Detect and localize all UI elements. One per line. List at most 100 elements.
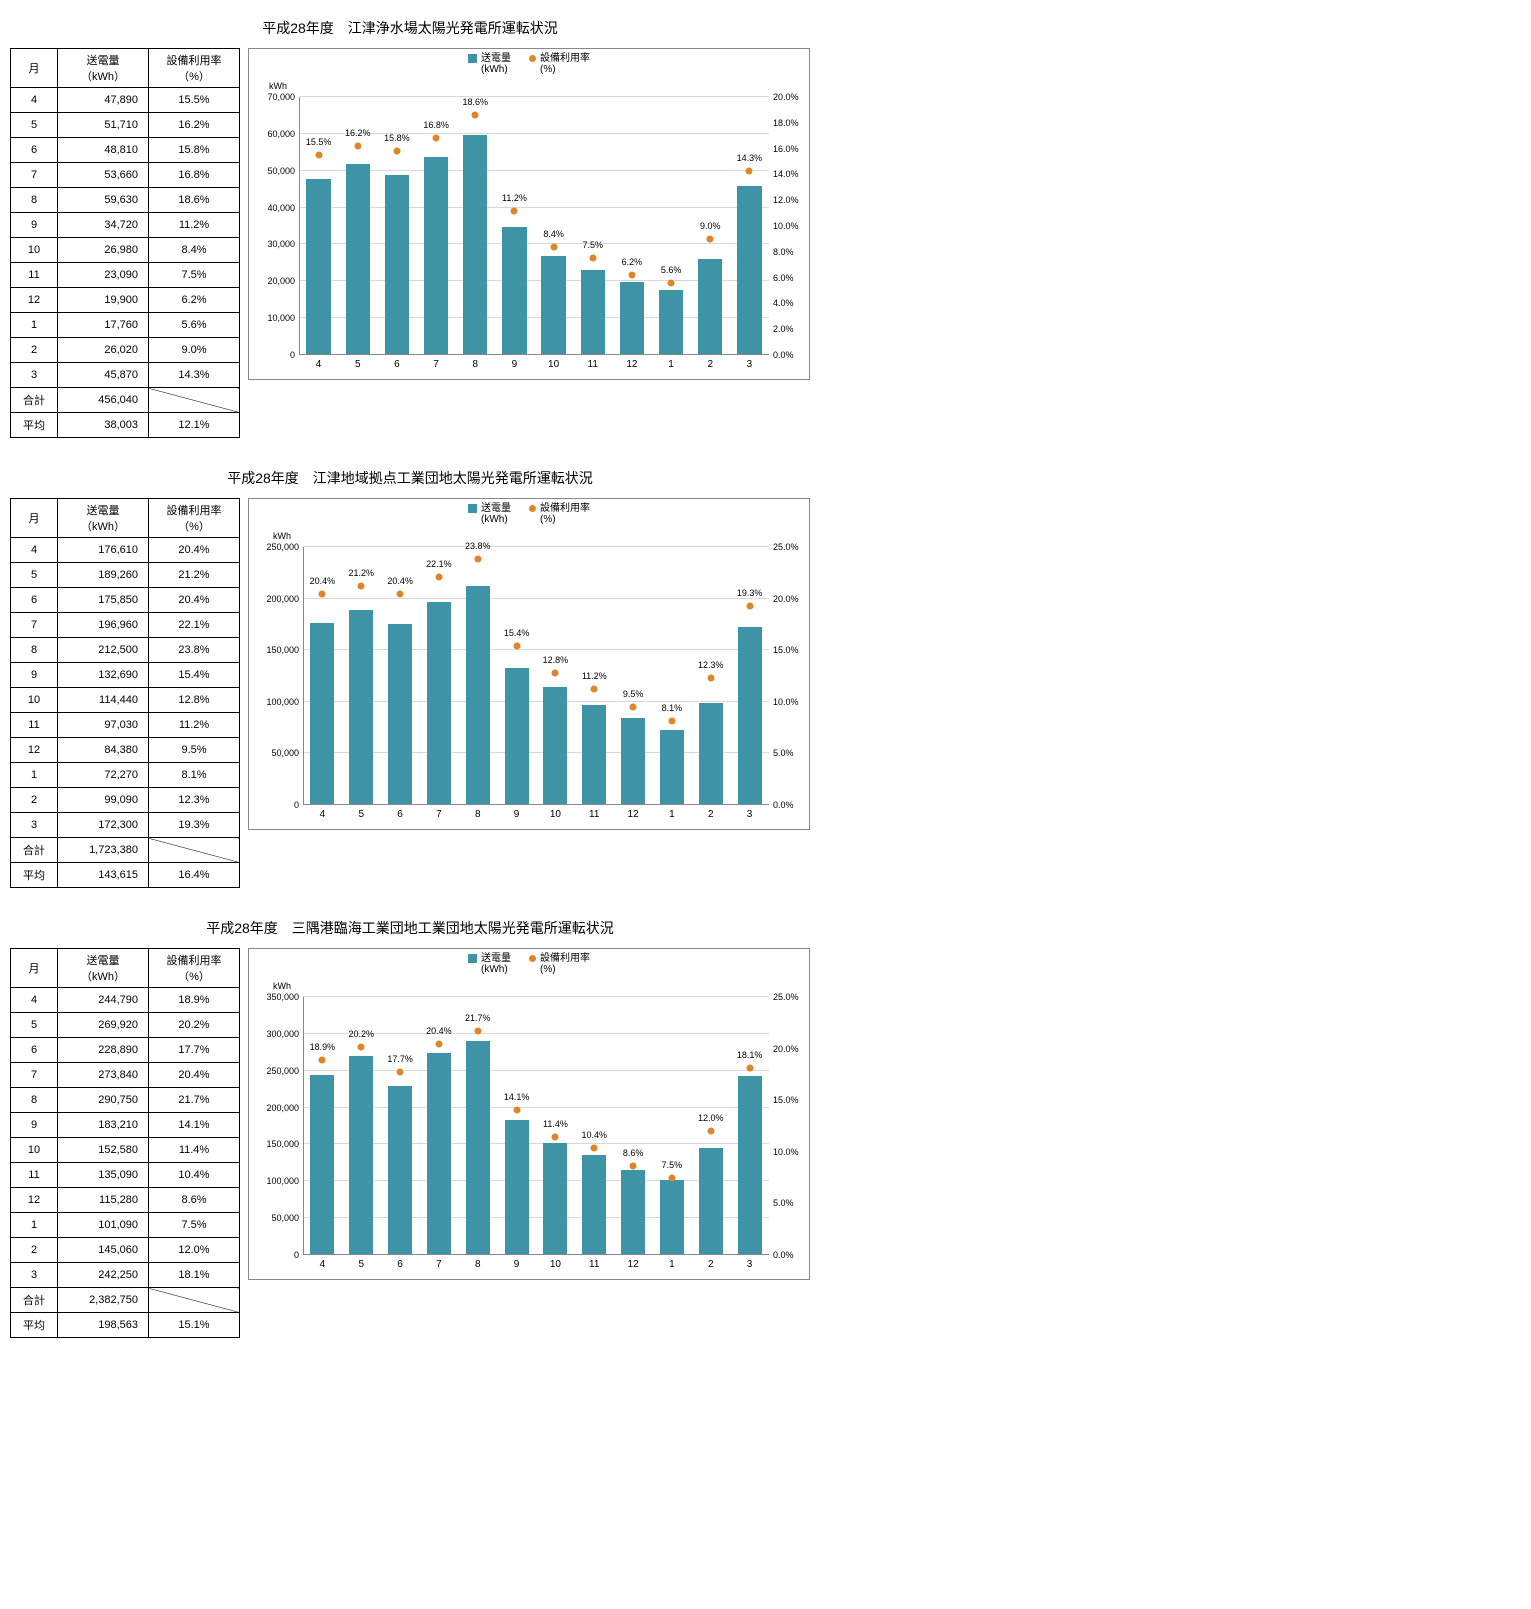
y-right-tick: 15.0% [769,645,799,655]
cell-pct: 9.5% [149,738,240,763]
marker-label: 11.4% [543,1119,568,1129]
x-tick: 11 [589,805,599,820]
cell-pct: 21.7% [149,1088,240,1113]
marker-label: 15.5% [306,137,332,147]
x-tick: 9 [514,805,520,820]
bar [388,624,412,805]
cell-kwh: 176,610 [58,538,149,563]
x-tick: 2 [708,805,714,820]
col-month: 月 [11,949,58,988]
cell-month: 12 [11,1188,58,1213]
cell-total-label: 合計 [11,838,58,863]
bar [310,623,334,805]
y-right-tick: 20.0% [769,1044,799,1054]
legend-util-text: 設備利用率(%) [540,953,590,975]
bar [660,730,684,805]
cell-pct: 8.4% [149,238,240,263]
cell-month: 1 [11,763,58,788]
y-left-tick: 60,000 [267,129,299,139]
marker-label: 19.3% [737,588,763,598]
x-tick: 7 [433,355,439,370]
legend-bar-icon [468,504,477,513]
marker [589,255,596,262]
col-kwh-l2: （kWh） [81,71,125,83]
table-row: 345,87014.3% [11,363,240,388]
cell-avg-pct: 15.1% [149,1313,240,1338]
y-left-tick: 0 [294,1250,303,1260]
bar [306,179,330,356]
marker [393,148,400,155]
x-tick: 10 [550,1255,561,1270]
x-tick: 8 [475,1255,481,1270]
x-tick: 12 [626,355,637,370]
bar [698,259,722,355]
col-kwh-l1: 送電量 [87,955,120,967]
cell-pct: 11.2% [149,213,240,238]
x-tick: 9 [512,355,518,370]
marker [397,1069,404,1076]
col-util: 設備利用率（%） [149,49,240,88]
y-right-tick: 15.0% [769,1095,799,1105]
cell-kwh: 84,380 [58,738,149,763]
marker [354,143,361,150]
cell-pct: 12.3% [149,788,240,813]
chart-legend: 送電量(kWh)設備利用率(%) [249,49,809,75]
cell-month: 2 [11,338,58,363]
table-row: 753,66016.8% [11,163,240,188]
marker [746,167,753,174]
x-tick: 12 [628,1255,639,1270]
section-title: 平成28年度 江津浄水場太陽光発電所運転状況 [10,18,810,38]
cell-kwh: 145,060 [58,1238,149,1263]
marker-label: 21.2% [348,568,374,578]
marker-label: 20.4% [426,1026,452,1036]
bar [737,186,761,355]
bar [424,157,448,355]
cell-kwh: 242,250 [58,1263,149,1288]
x-tick: 11 [588,355,598,370]
cell-month: 6 [11,588,58,613]
x-tick: 10 [548,355,559,370]
legend-bar-icon [468,954,477,963]
bar [659,290,683,355]
cell-kwh: 51,710 [58,113,149,138]
cell-pct: 16.8% [149,163,240,188]
cell-kwh: 114,440 [58,688,149,713]
marker-label: 20.4% [310,576,336,586]
cell-month: 12 [11,738,58,763]
bar [620,282,644,355]
cell-kwh: 45,870 [58,363,149,388]
marker [668,718,675,725]
table-row: 6228,89017.7% [11,1038,240,1063]
y-right-tick: 10.0% [769,1147,799,1157]
cell-total-label: 合計 [11,1288,58,1313]
legend-util-l1: 設備利用率 [540,503,590,514]
col-util-l1: 設備利用率 [167,505,222,517]
y-right-tick: 20.0% [769,92,799,102]
x-tick: 8 [472,355,478,370]
table-row: 7273,84020.4% [11,1063,240,1088]
marker [628,272,635,279]
bar [466,586,490,805]
bar [738,1076,762,1255]
legend-util-l2: (%) [540,64,556,75]
cell-avg-pct: 12.1% [149,413,240,438]
bar [310,1075,334,1255]
table-row: 5189,26021.2% [11,563,240,588]
x-tick: 6 [397,1255,403,1270]
cell-avg-kwh: 143,615 [58,863,149,888]
marker [550,243,557,250]
marker-label: 18.1% [737,1050,763,1060]
marker [319,591,326,598]
cell-total-pct-blank [149,388,240,413]
col-util-l2: （%） [178,71,210,83]
cell-total-label: 合計 [11,388,58,413]
bar [346,164,370,355]
cell-kwh: 273,840 [58,1063,149,1088]
grid-line [299,96,769,97]
table-row-total: 合計2,382,750 [11,1288,240,1313]
y-right-tick: 2.0% [769,324,794,334]
cell-kwh: 23,090 [58,263,149,288]
cell-month: 5 [11,563,58,588]
bar [349,610,373,805]
cell-month: 11 [11,263,58,288]
